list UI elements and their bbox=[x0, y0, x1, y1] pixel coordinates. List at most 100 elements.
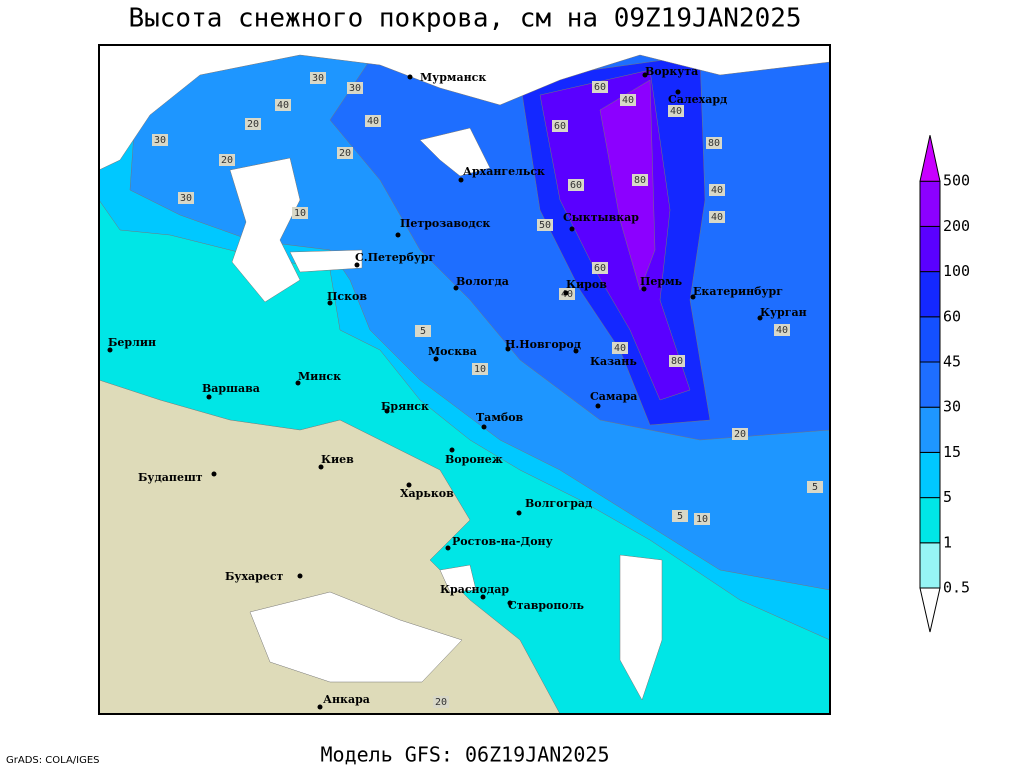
contour-label-box bbox=[672, 510, 688, 522]
contour-label-box bbox=[620, 94, 636, 106]
contour-label-box bbox=[310, 72, 326, 84]
city-label: Москва bbox=[428, 345, 477, 358]
city-label: Варшава bbox=[202, 382, 260, 395]
credit: GrADS: COLA/IGES bbox=[6, 755, 100, 766]
city-label: Волгоград bbox=[525, 497, 592, 510]
colorbar-label: 60 bbox=[943, 307, 961, 325]
city-label: Псков bbox=[327, 290, 367, 303]
colorbar-label: 500 bbox=[943, 172, 970, 190]
contour-label: 40 bbox=[614, 343, 626, 354]
contour-label: 20 bbox=[734, 429, 746, 440]
city-label: Брянск bbox=[381, 400, 429, 413]
city-label: Киров bbox=[566, 278, 607, 291]
contour-label-box bbox=[568, 179, 584, 191]
title: Высота снежного покрова, см на 09Z19JAN2… bbox=[128, 4, 801, 34]
city-dot bbox=[516, 510, 522, 516]
city-dot bbox=[481, 424, 487, 430]
contour-label-box bbox=[632, 174, 648, 186]
model-label: Модель GFS: 06Z19JAN2025 bbox=[321, 743, 610, 767]
snow-zone bbox=[539, 69, 691, 401]
contour-label-box bbox=[709, 211, 725, 223]
contour-label: 10 bbox=[294, 208, 306, 219]
contour-label: 40 bbox=[622, 95, 634, 106]
contour-label: 60 bbox=[594, 82, 606, 93]
city-label: Анкара bbox=[323, 693, 370, 706]
city-label: Киев bbox=[321, 453, 354, 466]
colorbar-label: 45 bbox=[943, 353, 961, 371]
contour-label: 5 bbox=[420, 326, 426, 337]
city-label: Берлин bbox=[108, 336, 156, 349]
colorbar-high bbox=[919, 135, 941, 182]
city-label: Пермь bbox=[640, 275, 683, 288]
city-dot bbox=[407, 74, 413, 80]
contour-label: 40 bbox=[776, 325, 788, 336]
contour-label: 30 bbox=[312, 73, 324, 84]
contour-label-box bbox=[219, 154, 235, 166]
city-dot bbox=[395, 232, 401, 238]
snow-zone bbox=[289, 249, 363, 273]
city-label: Вологда bbox=[456, 275, 509, 288]
contour-label-box bbox=[472, 363, 488, 375]
city-dot bbox=[569, 226, 575, 232]
contour-label: 40 bbox=[711, 212, 723, 223]
contour-label-box bbox=[178, 192, 194, 204]
city-dot bbox=[318, 464, 324, 470]
contour-label-box bbox=[152, 134, 168, 146]
contour-label-box bbox=[245, 118, 261, 130]
city-label: Мурманск bbox=[420, 71, 486, 84]
city-label: С.Петербург bbox=[355, 251, 436, 264]
contour-label-box bbox=[774, 324, 790, 336]
city-label: Казань bbox=[590, 355, 637, 368]
city-dot bbox=[453, 285, 459, 291]
city-dot bbox=[690, 294, 696, 300]
snow-zone bbox=[249, 591, 463, 683]
contour-label-box bbox=[552, 120, 568, 132]
city-dot bbox=[384, 408, 390, 414]
colorbar-label: 1 bbox=[943, 533, 952, 551]
contour-label-box bbox=[669, 355, 685, 367]
contour-label-box bbox=[365, 115, 381, 127]
city-label: Краснодар bbox=[440, 583, 509, 596]
city-dot bbox=[573, 348, 579, 354]
colorbar-label: 15 bbox=[943, 443, 961, 461]
colorbar-band bbox=[919, 316, 941, 363]
contour-label: 5 bbox=[677, 511, 683, 522]
city-dot bbox=[211, 471, 217, 477]
city-label: Курган bbox=[760, 306, 807, 319]
city-label: Петрозаводск bbox=[400, 217, 490, 230]
contour-label-box bbox=[592, 81, 608, 93]
city-label: Екатеринбург bbox=[693, 285, 783, 298]
contour-label: 80 bbox=[634, 175, 646, 186]
snow-zone bbox=[619, 554, 663, 701]
city-label: Сыктывкар bbox=[563, 211, 639, 224]
city-label: Ростов-на-Дону bbox=[452, 535, 553, 548]
contour-label-box bbox=[694, 513, 710, 525]
city-label: Бухарест bbox=[225, 570, 284, 583]
city-label: Салехард bbox=[668, 93, 727, 106]
colorbar-band bbox=[919, 225, 941, 273]
city-dot bbox=[458, 177, 464, 183]
city-label: Ставрополь bbox=[508, 599, 585, 612]
colorbar-band bbox=[919, 180, 941, 227]
city-label: Самара bbox=[590, 390, 637, 403]
city-dot bbox=[433, 356, 439, 362]
contour-label-box bbox=[275, 99, 291, 111]
city-dot bbox=[406, 482, 412, 488]
colorbar-label: 200 bbox=[943, 217, 970, 235]
contour-label: 30 bbox=[154, 135, 166, 146]
contour-label-box bbox=[807, 481, 823, 493]
city-dot bbox=[563, 290, 569, 296]
contour-label: 80 bbox=[671, 356, 683, 367]
city-labels: Мурманск Воркута Салехард Архангельск Петроз… bbox=[107, 65, 807, 710]
city-dot bbox=[449, 447, 455, 453]
contour-label: 60 bbox=[594, 263, 606, 274]
city-dot bbox=[317, 704, 323, 710]
city-label: Будапешт bbox=[138, 471, 203, 484]
contour-label: 40 bbox=[711, 185, 723, 196]
contour-label-box bbox=[537, 219, 553, 231]
city-dot bbox=[675, 89, 681, 95]
contour-label-box bbox=[592, 262, 608, 274]
contour-label: 30 bbox=[349, 83, 361, 94]
city-dot bbox=[480, 594, 486, 600]
